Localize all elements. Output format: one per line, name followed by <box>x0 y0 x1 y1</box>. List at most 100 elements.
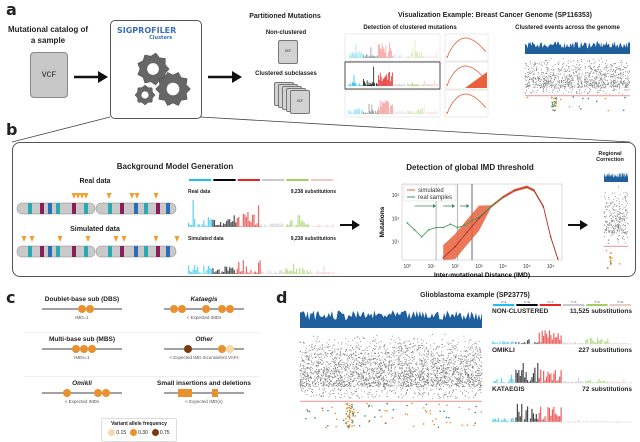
rainfall-point <box>421 339 423 341</box>
rainfall-point <box>355 368 357 370</box>
rainfall-point <box>617 68 619 70</box>
spectrum-bar <box>368 103 370 114</box>
rainfall-point <box>416 387 418 389</box>
rainfall-point <box>358 376 360 378</box>
rainfall-point <box>409 370 411 372</box>
rainfall-point <box>348 369 350 371</box>
rainfall-point <box>384 382 386 384</box>
rainfall-point <box>365 371 367 373</box>
spectrum-real-label: Real data <box>188 189 211 195</box>
rainfall-point <box>346 393 348 395</box>
rainfall-point <box>431 378 433 380</box>
spectrum-bar <box>289 220 292 227</box>
rainfall-point <box>324 379 326 381</box>
clustered-point <box>412 425 415 428</box>
rainfall-point <box>569 82 571 84</box>
rainfall-point <box>610 73 612 75</box>
spectrum-bar <box>433 56 435 58</box>
rainfall-point <box>326 367 328 369</box>
rainfall-point <box>443 393 445 395</box>
rainfall-point <box>311 383 313 385</box>
spectrum-bar <box>361 109 362 114</box>
spectrum-bar <box>256 272 258 274</box>
rainfall-point <box>546 83 548 85</box>
rainfall-point <box>369 392 371 394</box>
rainfall-point <box>455 388 457 390</box>
rainfall-point <box>399 364 401 366</box>
clustered-point <box>425 403 428 406</box>
rainfall-point <box>356 342 358 344</box>
rainfall-point <box>376 379 378 381</box>
rainfall-point <box>624 80 626 82</box>
rainfall-point <box>623 216 625 218</box>
clustered-point <box>604 97 607 100</box>
rainfall-point <box>400 394 402 396</box>
rainfall-point <box>532 79 534 81</box>
spectrum-bar <box>494 342 497 344</box>
rainfall-point <box>341 342 343 344</box>
rainfall-point <box>372 355 374 357</box>
rainfall-point <box>379 383 381 385</box>
rainfall-point <box>380 375 382 377</box>
rainfall-point <box>479 384 481 386</box>
rainfall-point <box>611 221 613 223</box>
rainfall-point <box>393 377 395 379</box>
rainfall-point <box>350 371 352 373</box>
sigprofiler-box: SIGPROFILER Clusters <box>110 20 202 119</box>
rainfall-point <box>347 377 349 379</box>
rainfall-point <box>324 380 326 382</box>
rainfall-point <box>475 374 477 376</box>
rainfall-point <box>352 371 354 373</box>
rainfall-point <box>309 367 311 369</box>
spectrum-bar <box>206 225 208 227</box>
vaf-dot-icon <box>108 429 116 436</box>
rainfall-point <box>347 380 349 382</box>
rainfall-point <box>481 372 483 374</box>
rainfall-point <box>546 80 548 82</box>
rainfall-point <box>612 81 614 83</box>
rainfall-point <box>403 352 405 354</box>
rainfall-point <box>380 352 382 354</box>
rainfall-point <box>616 239 618 241</box>
rainfall-point <box>587 81 589 83</box>
spectrum-bar <box>247 272 249 274</box>
rainfall-point <box>432 381 434 383</box>
rainfall-point <box>300 367 302 369</box>
rainfall-point <box>605 215 607 217</box>
rainfall-point <box>576 64 578 66</box>
rainfall-point <box>414 344 416 346</box>
rainfall-point <box>605 69 607 71</box>
rainfall-point <box>333 371 335 373</box>
rainfall-point <box>336 352 338 354</box>
clustered-point <box>552 109 554 111</box>
rainfall-point <box>431 373 433 375</box>
rainfall-point <box>595 78 597 80</box>
chromosome-band <box>40 203 44 214</box>
mutation-marker-icon <box>57 236 63 242</box>
rainfall-point <box>569 76 571 78</box>
rainfall-point <box>375 393 377 395</box>
non-clustered-vcf: VCF <box>278 40 298 64</box>
rainfall-point <box>608 227 610 229</box>
rainfall-point <box>349 373 351 375</box>
rainfall-point <box>622 93 624 95</box>
rainfall-point <box>432 348 434 350</box>
rainfall-point <box>610 82 612 84</box>
rainfall-point <box>527 73 529 75</box>
rainfall-point <box>354 386 356 388</box>
clustered-point <box>607 109 610 112</box>
spectrum-bar <box>386 56 388 58</box>
rainfall-point <box>545 83 547 85</box>
spectrum-bar <box>297 215 299 227</box>
rainfall-point <box>366 367 368 369</box>
rainfall-point <box>577 60 579 62</box>
spectrum-bar <box>274 223 276 227</box>
spectrum-bar <box>402 84 404 86</box>
rainfall-point <box>404 340 406 342</box>
rainfall-point <box>456 383 458 385</box>
rainfall-point <box>349 355 351 357</box>
rainfall-point <box>444 333 446 335</box>
spectrum-bar <box>371 56 373 58</box>
rainfall-point <box>386 376 388 378</box>
rainfall-point <box>445 361 447 363</box>
